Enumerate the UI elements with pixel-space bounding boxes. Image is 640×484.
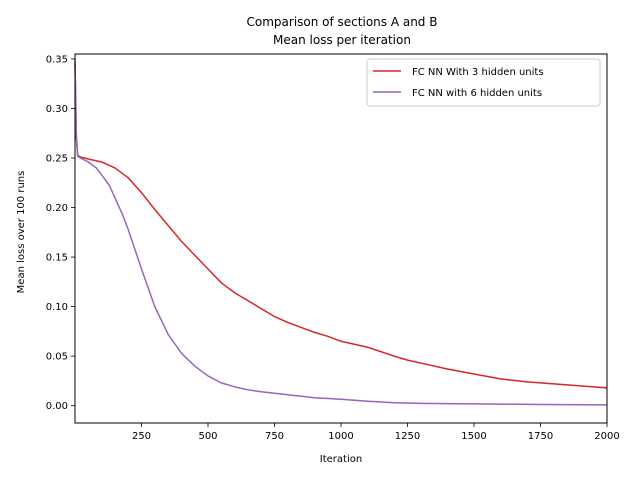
- series-lines: [74, 58, 608, 406]
- x-tick-label: 250: [132, 431, 151, 442]
- x-tick-label: 1250: [395, 431, 420, 442]
- x-tick-label: 1500: [461, 431, 486, 442]
- series-line-6-hidden-units: [74, 58, 608, 406]
- series-line-3-hidden-units: [74, 63, 608, 389]
- x-tick-label: 2000: [594, 431, 619, 442]
- legend-label-6-units: FC NN with 6 hidden units: [412, 88, 542, 99]
- x-tick-label: 500: [198, 431, 217, 442]
- y-tick-label: 0.05: [46, 352, 68, 363]
- chart-subtitle: Mean loss per iteration: [273, 33, 411, 47]
- y-axis-label: Mean loss over 100 runs: [16, 171, 27, 294]
- legend: FC NN With 3 hidden units FC NN with 6 h…: [366, 58, 601, 107]
- y-tick-label: 0.10: [46, 302, 68, 313]
- x-tick-label: 1000: [328, 431, 353, 442]
- y-tick-label: 0.30: [46, 104, 68, 115]
- axis-ticks: 250 500 750 1000 1250 1500 1750 2000 0.00 0.05 0.1…: [46, 54, 620, 442]
- legend-box: [366, 58, 601, 107]
- y-tick-label: 0.20: [46, 203, 68, 214]
- y-tick-label: 0.00: [46, 401, 68, 412]
- chart-title: Comparison of sections A and B: [247, 15, 438, 29]
- x-tick-label: 750: [265, 431, 284, 442]
- y-tick-label: 0.35: [46, 54, 68, 65]
- legend-label-3-units: FC NN With 3 hidden units: [412, 67, 544, 78]
- plot-frame: [74, 53, 608, 424]
- x-axis-label: Iteration: [320, 454, 362, 465]
- x-tick-label: 1750: [528, 431, 553, 442]
- y-tick-label: 0.25: [46, 154, 68, 165]
- y-tick-label: 0.15: [46, 253, 68, 264]
